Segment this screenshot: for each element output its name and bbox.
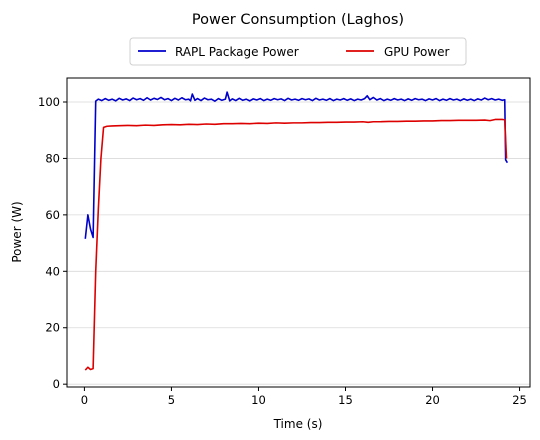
series-lines (84, 91, 509, 371)
series-line-rapl-package-power (84, 91, 509, 239)
y-axis-label: Power (W) (10, 201, 24, 262)
y-tick-label-0: 0 (53, 377, 60, 391)
x-tick-label-10: 10 (251, 393, 266, 407)
legend: RAPL Package Power GPU Power (129, 37, 467, 66)
legend-frame (129, 37, 467, 66)
y-tick-label-100: 100 (38, 95, 60, 109)
x-tick-label-15: 15 (338, 393, 353, 407)
legend-label-gpu: GPU Power (384, 45, 449, 59)
chart-title: Power Consumption (Laghos) (192, 12, 404, 28)
x-tick-label-20: 20 (425, 393, 440, 407)
y-tick-label-40: 40 (45, 264, 60, 278)
y-tick-label-20: 20 (45, 321, 60, 335)
plot-frame (66, 77, 531, 388)
x-axis-label: Time (s) (273, 417, 323, 431)
x-tick-label-5: 5 (168, 393, 175, 407)
legend-label-rapl: RAPL Package Power (175, 45, 299, 59)
y-tick-label-60: 60 (45, 208, 60, 222)
x-tick-label-0: 0 (81, 393, 88, 407)
x-tick-label-25: 25 (512, 393, 527, 407)
y-tick-label-80: 80 (45, 151, 60, 165)
series-line-gpu-power (84, 118, 508, 371)
gridlines (67, 101, 530, 385)
y-axis-ticks: 0 20 40 60 80 100 (38, 95, 67, 391)
x-axis-ticks: 0 5 10 15 20 25 (81, 387, 527, 407)
